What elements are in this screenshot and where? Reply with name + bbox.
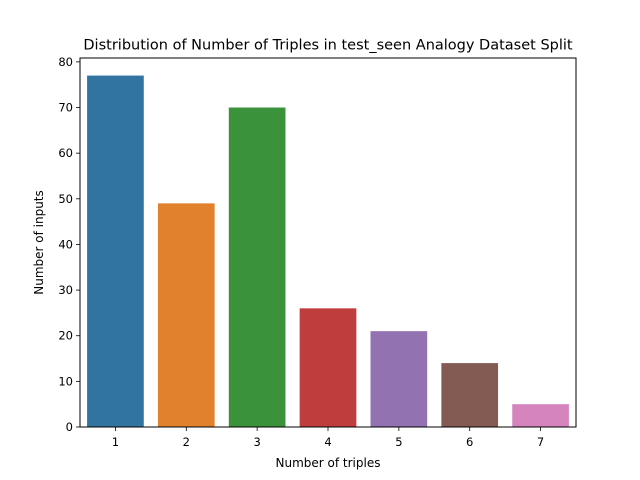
bar-1 [87,75,144,428]
x-tick-label: 6 [466,435,473,449]
y-tick-label: 70 [58,101,73,115]
bars-group [87,75,569,428]
chart-title: Distribution of Number of Triples in tes… [83,38,573,54]
plot-frame [79,57,577,428]
x-tick-label: 5 [395,435,402,449]
bar-3 [228,107,286,428]
x-axis-label: Number of triples [276,456,381,470]
y-axis-ticks: 0 10 20 30 40 50 60 70 80 [58,55,80,434]
y-axis-label: Number of inputs [32,190,46,295]
bar-4 [299,308,357,427]
bar-5 [370,331,428,427]
y-tick-label: 30 [58,283,73,297]
x-tick-label: 1 [112,435,119,449]
x-tick-label: 2 [183,435,190,449]
x-tick-label: 7 [537,435,544,449]
y-tick-label: 80 [58,55,73,69]
bar-7 [512,404,569,427]
x-axis-ticks: 1 2 3 4 5 6 7 [112,427,544,449]
x-tick-label: 3 [253,435,260,449]
y-tick-label: 60 [58,146,73,160]
x-tick-label: 4 [324,435,331,449]
y-tick-label: 40 [58,237,73,251]
y-tick-label: 10 [58,374,73,388]
y-tick-label: 0 [66,420,73,434]
bar-2 [157,203,215,427]
y-tick-label: 50 [58,192,73,206]
bar-6 [441,363,499,427]
y-tick-label: 20 [58,329,73,343]
